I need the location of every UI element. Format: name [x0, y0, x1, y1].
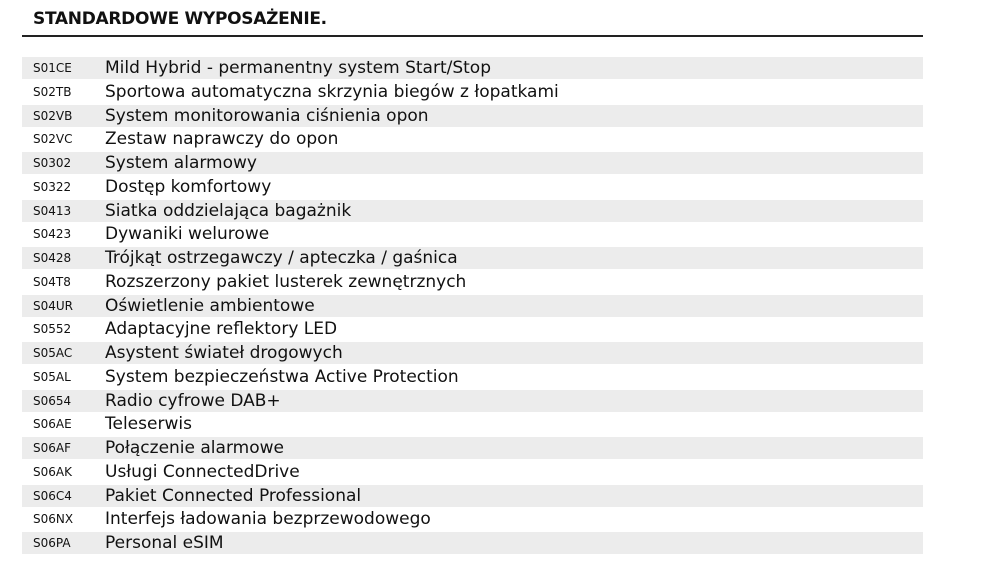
equipment-row: S0654 Radio cyfrowe DAB+ [22, 389, 923, 412]
option-code: S0654 [33, 393, 72, 408]
section-title: STANDARDOWE WYPOSAŻENIE. [33, 9, 327, 29]
option-description: Siatka oddzielająca bagażnik [105, 200, 352, 221]
equipment-row: S04UR Oświetlenie ambientowe [22, 294, 923, 317]
option-description: Pakiet Connected Professional [105, 485, 362, 506]
option-description: Radio cyfrowe DAB+ [105, 390, 281, 411]
option-description: Usługi ConnectedDrive [105, 461, 300, 482]
equipment-row: S01CE Mild Hybrid - permanentny system St… [22, 57, 923, 79]
option-description: Dostęp komfortowy [105, 176, 272, 197]
equipment-row: S06AK Usługi ConnectedDrive [22, 461, 923, 483]
equipment-row: S0552 Adaptacyjne reflektory LED [22, 318, 923, 340]
option-description: System monitorowania ciśnienia opon [105, 105, 429, 126]
option-code: S02TB [33, 84, 72, 99]
option-description: Połączenie alarmowe [105, 438, 284, 458]
option-code: S0413 [33, 203, 72, 218]
option-code: S06NX [33, 512, 74, 527]
option-code: S0302 [33, 156, 72, 170]
option-description: Sportowa automatyczna skrzynia biegów z … [105, 81, 559, 102]
equipment-row: S05AC Asystent świateł drogowych [22, 342, 923, 364]
option-code: S0552 [33, 322, 72, 337]
equipment-row: S06AE Teleserwis [22, 413, 923, 435]
divider [22, 35, 923, 37]
equipment-row: S0413 Siatka oddzielająca bagażnik [22, 199, 923, 222]
option-code: S05AC [33, 346, 73, 360]
option-code: S06C4 [33, 488, 72, 503]
equipment-row: S04T8 Rozszerzony pakiet lusterek zewnętr… [22, 271, 923, 293]
option-code: S06PA [33, 536, 71, 550]
equipment-row: S0302 System alarmowy [22, 152, 923, 174]
option-code: S04UR [33, 298, 74, 313]
option-code: S05AL [33, 369, 71, 384]
option-description: Teleserwis [105, 414, 192, 435]
option-code: S06AE [33, 417, 72, 432]
equipment-row: S0322 Dostęp komfortowy [22, 176, 923, 198]
equipment-row: S02TB Sportowa automatyczna skrzynia bieg… [22, 81, 923, 103]
option-description: Mild Hybrid - permanentny system Start/S… [105, 58, 491, 78]
option-description: Rozszerzony pakiet lusterek zewnętrznych [105, 271, 467, 292]
option-code: S04T8 [33, 274, 71, 289]
option-code: S0428 [33, 251, 72, 265]
option-description: Oświetlenie ambientowe [105, 295, 315, 316]
option-description: Zestaw naprawczy do opon [105, 129, 339, 150]
equipment-row: S06NX Interfejs ładowania bezprzewodowego [22, 508, 923, 530]
equipment-row: S06C4 Pakiet Connected Professional [22, 484, 923, 507]
option-code: S02VB [33, 108, 73, 123]
option-description: Interfejs ładowania bezprzewodowego [105, 509, 431, 530]
equipment-row: S05AL System bezpieczeństwa Active Protec… [22, 366, 923, 388]
option-description: Personal eSIM [105, 533, 224, 553]
option-description: System alarmowy [105, 153, 257, 173]
option-description: Dywaniki welurowe [105, 224, 270, 245]
equipment-row: S02VC Zestaw naprawczy do opon [22, 128, 923, 150]
option-description: Adaptacyjne reflektory LED [105, 319, 338, 340]
option-code: S02VC [33, 132, 73, 147]
option-description: Trójkąt ostrzegawczy / apteczka / gaśnic… [105, 248, 458, 268]
option-code: S06AK [33, 464, 72, 479]
option-code: S0322 [33, 179, 72, 194]
equipment-row: S06PA Personal eSIM [22, 532, 923, 554]
equipment-row: S02VB System monitorowania ciśnienia opon [22, 104, 923, 127]
equipment-row: S06AF Połączenie alarmowe [22, 437, 923, 459]
option-code: S01CE [33, 61, 72, 75]
equipment-row: S0423 Dywaniki welurowe [22, 223, 923, 245]
option-description: System bezpieczeństwa Active Protection [105, 366, 459, 387]
option-code: S0423 [33, 227, 72, 242]
option-description: Asystent świateł drogowych [105, 343, 343, 363]
equipment-row: S0428 Trójkąt ostrzegawczy / apteczka / g… [22, 247, 923, 269]
option-code: S06AF [33, 441, 71, 455]
